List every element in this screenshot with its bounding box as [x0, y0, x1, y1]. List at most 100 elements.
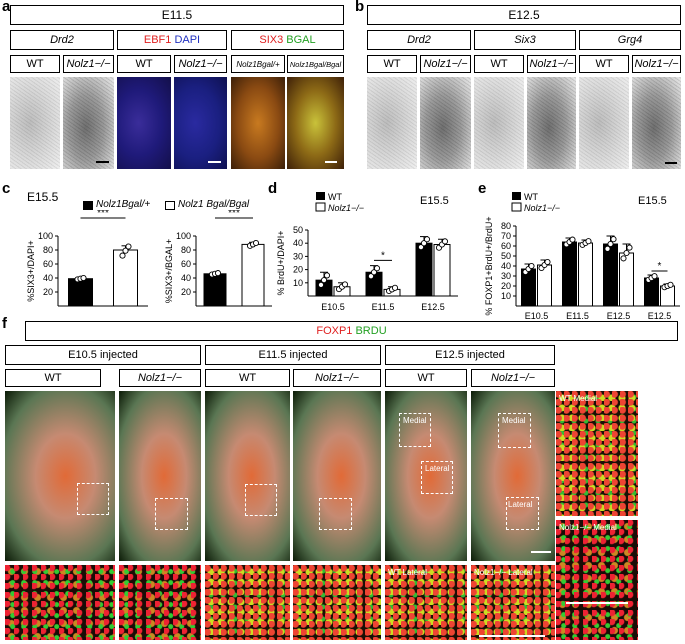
panel-f-genotype-3: WT — [205, 369, 290, 387]
panel-f-e105-ko-image — [119, 391, 201, 561]
y-tick-label: 20 — [501, 281, 511, 291]
genotype-text: Nolz1Bgal/Bgal — [289, 59, 342, 69]
panel-a-ebf1-ko-image — [174, 77, 227, 169]
data-point — [610, 236, 617, 243]
data-point — [252, 239, 260, 247]
lateral-label: Lateral — [508, 500, 533, 509]
y-tick-label: 60 — [501, 241, 511, 251]
genotype-text: WT — [383, 58, 401, 70]
panel-a-ebf1-wt-image — [117, 77, 171, 169]
y-tick-label: 50 — [501, 251, 511, 261]
panel-f-title-box: FOXP1 BRDU — [25, 321, 678, 341]
panel-b-drd2-wt-image — [367, 77, 417, 169]
genotype-text: Nolz1−/− — [66, 58, 111, 70]
medial-region-box — [498, 413, 531, 448]
panel-f-wt-medial-inset: WT Medial — [556, 391, 638, 516]
scale-bar — [566, 602, 628, 604]
genotype-text: Nolz1−/− — [178, 58, 223, 70]
panel-b-genotype-3: WT — [474, 55, 524, 73]
panel-b-genotype-1: WT — [367, 55, 417, 73]
panel-f-e115-wt-image — [205, 391, 290, 561]
x-tick-label: E10.5 — [321, 302, 345, 310]
chart-d: 10 20 30 40 50 % BrdU+/DAPI+ E10.5 E11.5 E12.5 WT… — [276, 192, 458, 310]
panel-f-e125-ko-lateral-zoom: Nolz1−/− Lateral — [471, 565, 555, 640]
panel-b-six3-wt-image — [474, 77, 524, 169]
header-text: Six3 — [514, 34, 536, 46]
brdu-label: BRDU — [355, 325, 387, 337]
legend-swatch-ko — [511, 202, 522, 212]
panel-b-drd2-ko-image — [420, 77, 471, 169]
legend-label-hom: Nolz1 Bgal/Bgal — [178, 199, 250, 210]
genotype-text: WT — [26, 58, 44, 70]
panel-a-letter: a — [2, 0, 11, 15]
panel-a-six3-hom-image — [287, 77, 344, 169]
x-tick-label: E10.5 — [525, 311, 549, 321]
dapi-label: DAPI — [174, 34, 201, 46]
panel-f-genotype-6: Nolz1−/− — [471, 369, 555, 387]
x-tick-label: E12.5 — [648, 311, 672, 321]
bar — [537, 264, 552, 307]
lateral-region-box — [506, 497, 539, 530]
scale-bar — [479, 635, 545, 637]
panel-f-genotype-5: WT — [385, 369, 467, 387]
genotype-text: WT — [490, 58, 508, 70]
panel-f-ko-medial-inset: Nolz1−/− Medial — [556, 520, 638, 640]
panel-b-header-six3: Six3 — [474, 30, 576, 50]
legend-label-ko: Nolz1−/− — [524, 203, 560, 213]
bgal-label: BGAL — [286, 34, 316, 46]
six3-label: SIX3 — [259, 34, 287, 46]
bar — [68, 278, 93, 307]
data-point — [607, 240, 614, 248]
bar — [562, 241, 577, 307]
panel-f-e105-wt-image — [5, 391, 115, 561]
data-point — [320, 277, 328, 284]
bar — [578, 242, 593, 307]
zoom-region-box — [245, 484, 277, 516]
scale-bar — [531, 551, 551, 553]
group-text: E12.5 injected — [435, 349, 505, 361]
genotype-text: Nolz1−/− — [137, 372, 183, 384]
data-point — [317, 281, 325, 288]
panel-b-header-drd2: Drd2 — [367, 30, 471, 50]
data-point — [323, 272, 331, 279]
data-point — [441, 238, 449, 245]
significance-label: *** — [228, 210, 240, 219]
y-tick-label: 60 — [43, 259, 53, 269]
scale-bar — [96, 161, 109, 163]
genotype-text: Nolz1−/− — [490, 372, 536, 384]
y-tick-label: 10 — [293, 278, 303, 288]
y-tick-label: 10 — [501, 291, 511, 301]
x-tick-label: E11.5 — [566, 311, 589, 321]
genotype-text: WT — [135, 58, 153, 70]
scale-bar — [665, 162, 677, 164]
panel-a-genotype-3: WT — [117, 55, 171, 73]
panel-b-genotype-6: Nolz1−/− — [632, 55, 681, 73]
bar — [203, 273, 227, 307]
genotype-text: Nolz1−/− — [529, 58, 574, 70]
data-point — [604, 245, 611, 252]
y-tick-label: 40 — [501, 261, 511, 271]
panel-a-header-six3: SIX3 BGAL — [231, 30, 344, 50]
y-tick-label: 30 — [501, 271, 511, 281]
data-point — [391, 284, 399, 291]
data-point — [423, 236, 431, 243]
panel-b-header-grg4: Grg4 — [579, 30, 681, 50]
panel-f-e115-wt-zoom — [205, 565, 290, 640]
significance-label: *** — [97, 210, 109, 219]
x-tick-label: E11.5 — [372, 302, 395, 310]
panel-a-drd2-ko-image — [63, 77, 114, 169]
panel-d-letter: d — [268, 180, 278, 197]
bar — [415, 242, 433, 297]
zoom-region-box — [319, 498, 352, 530]
header-text: Grg4 — [617, 34, 643, 46]
ebf1-label: EBF1 — [143, 34, 175, 46]
legend-swatch-ko — [315, 202, 326, 212]
y-tick-label: 80 — [43, 245, 53, 255]
genotype-text: Nolz1−/− — [423, 58, 468, 70]
y-tick-label: 70 — [501, 231, 511, 241]
panel-b-stage-box: E12.5 — [367, 5, 681, 25]
genotype-text: WT — [595, 58, 613, 70]
group-text: E10.5 injected — [68, 349, 138, 361]
panel-a-six3-het-image — [231, 77, 285, 169]
y-tick-label: 40 — [43, 273, 53, 283]
